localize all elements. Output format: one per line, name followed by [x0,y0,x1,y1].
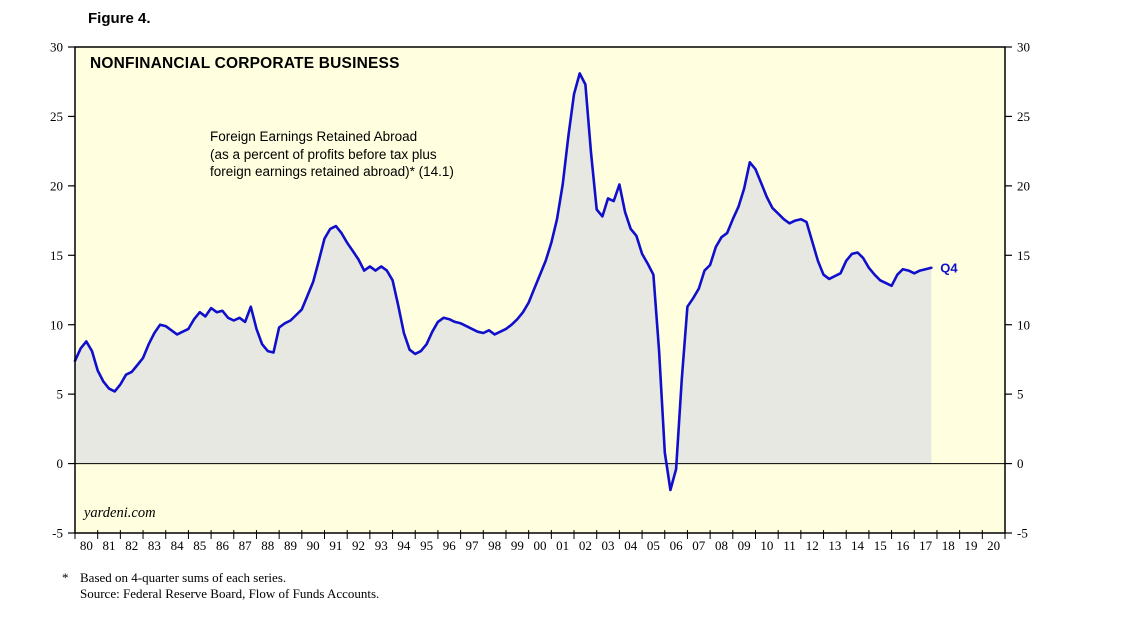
x-axis-label: 05 [647,538,660,553]
y-axis-label-right: 25 [1017,109,1030,124]
y-axis-label-right: 20 [1017,178,1030,193]
x-axis-label: 20 [987,538,1000,553]
figure-label: Figure 4. [88,10,151,27]
y-axis-label-right: 30 [1017,40,1030,55]
x-axis-label: 99 [511,538,524,553]
x-axis-label: 90 [307,538,320,553]
latest-point-label: Q4 [940,260,958,276]
x-axis-label: 04 [624,538,638,553]
x-axis-label: 94 [397,538,411,553]
x-axis-label: 85 [193,538,206,553]
series-area-fill [75,73,932,491]
y-axis-label-right: 15 [1017,248,1030,263]
y-axis-label-right: 5 [1017,387,1024,402]
y-axis-label-right: 0 [1017,456,1024,471]
x-axis-label: 97 [465,538,479,553]
x-axis-label: 82 [125,538,138,553]
x-axis-label: 12 [806,538,819,553]
x-axis-label: 93 [375,538,388,553]
annotation-line-1: Foreign Earnings Retained Abroad [210,129,418,144]
y-axis-label-left: 0 [57,456,64,471]
x-axis-label: 84 [171,538,185,553]
plot-border [74,46,1006,534]
x-axis-label: 15 [874,538,887,553]
x-axis-label: 08 [715,538,728,553]
x-axis-label: 09 [738,538,751,553]
x-axis-label: 86 [216,538,230,553]
series-line [73,72,933,492]
x-axis-label: 00 [534,538,547,553]
x-axis-label: 83 [148,538,161,553]
footnote-line-1: Based on 4-quarter sums of each series. [80,570,287,585]
x-axis-label: 95 [420,538,433,553]
x-axis-label: 98 [488,538,501,553]
y-axis-label-left: 20 [50,178,63,193]
y-axis-label-right: -5 [1017,526,1028,541]
x-axis-label: 01 [556,538,569,553]
x-axis-label: 81 [103,538,116,553]
annotation-line-2: (as a percent of profits before tax plus [210,146,437,162]
x-axis-label: 18 [942,538,955,553]
x-axis-label: 06 [670,538,684,553]
chart-title: NONFINANCIAL CORPORATE BUSINESS [90,55,400,72]
x-axis-label: 02 [579,538,592,553]
x-axis-label: 80 [80,538,93,553]
x-axis-label: 92 [352,538,365,553]
x-axis-label: 03 [602,538,615,553]
annotation-line-3: foreign earnings retained abroad)* (14.1… [210,164,454,180]
y-axis-label-left: 25 [50,109,63,124]
y-axis-label-left: 5 [57,387,64,402]
x-axis-label: 07 [692,538,706,553]
y-axis-label-left: 15 [50,248,63,263]
x-axis-label: 16 [896,538,910,553]
x-axis-label: 17 [919,538,933,553]
x-axis-label: 14 [851,538,865,553]
yardeni-watermark: yardeni.com [84,505,156,521]
y-axis-label-left: -5 [52,526,63,541]
x-axis-label: 11 [783,538,796,553]
series-annotation: Foreign Earnings Retained Abroad (as a p… [210,128,454,181]
x-axis-label: 89 [284,538,297,553]
footnote-line-2: Source: Federal Reserve Board, Flow of F… [80,586,380,602]
x-axis-label: 96 [443,538,457,553]
x-axis-label: 13 [828,538,841,553]
y-axis-label-left: 10 [50,317,63,332]
x-axis-label: 10 [760,538,773,553]
y-axis-label-right: 10 [1017,317,1030,332]
x-axis-label: 19 [964,538,977,553]
footnotes: * Based on 4-quarter sums of each series.… [62,570,379,603]
y-axis-label-left: 30 [50,40,63,55]
footnote-asterisk: * [62,570,69,585]
x-axis-label: 87 [239,538,253,553]
x-axis-label: 91 [329,538,342,553]
x-axis-label: 88 [261,538,274,553]
